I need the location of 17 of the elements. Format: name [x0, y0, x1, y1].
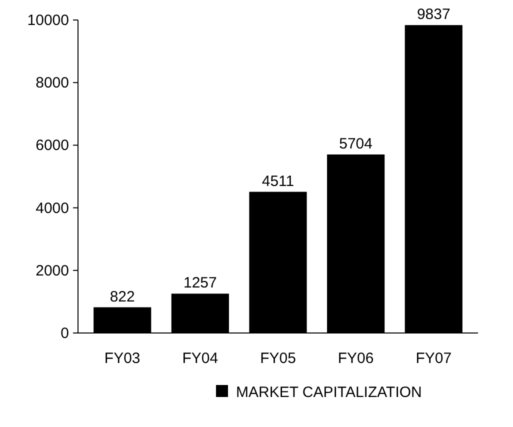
y-tick-label: 10000	[27, 12, 69, 29]
y-tick-label: 6000	[36, 137, 69, 154]
legend-label: MARKET CAPITALIZATION	[236, 384, 422, 401]
data-label: 1257	[183, 274, 217, 292]
y-tick-label: 4000	[36, 200, 69, 217]
y-tick-label: 2000	[36, 262, 69, 280]
x-tick-label: FY07	[416, 350, 452, 367]
y-tick-label: 8000	[36, 74, 69, 92]
y-tick-label: 0	[60, 325, 69, 342]
data-label: 822	[110, 288, 135, 306]
x-tick-label: FY05	[260, 350, 296, 367]
data-label: 9837	[416, 6, 450, 24]
x-tick-label: FY03	[104, 350, 140, 367]
x-tick-label: FY04	[182, 350, 218, 367]
x-tick-label: FY06	[338, 350, 374, 367]
data-label: 5704	[339, 135, 373, 152]
data-label: 4511	[262, 172, 294, 190]
